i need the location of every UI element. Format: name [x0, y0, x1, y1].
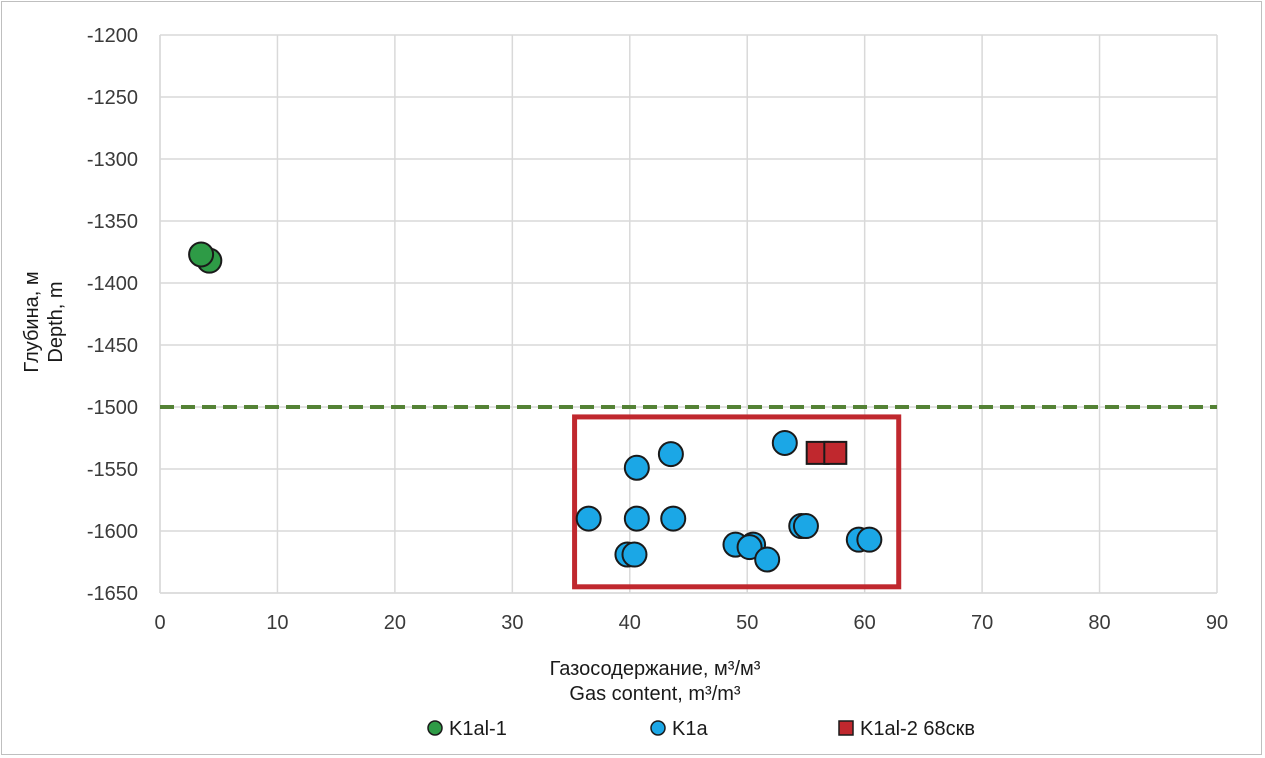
data-point: [660, 505, 687, 532]
y-tick-label: -1250: [87, 87, 138, 109]
data-points: [188, 241, 883, 573]
y-tick-label: -1300: [87, 149, 138, 171]
x-tick-label: 80: [1088, 612, 1110, 634]
data-point: [792, 513, 819, 540]
legend-marker: [838, 720, 854, 736]
x-tick-label: 60: [854, 612, 876, 634]
x-axis-title-en: Gas content, m³/m³: [569, 683, 740, 705]
x-tick-label: 10: [266, 612, 288, 634]
legend-label: K1al-2 68скв: [860, 718, 975, 740]
legend-label: K1al-1: [449, 718, 507, 740]
data-point: [823, 440, 848, 465]
y-axis-title-en: Depth, m: [45, 281, 67, 362]
x-tick-label: 20: [384, 612, 406, 634]
tick-labels: -1200 -1250 -1300 -1350 -1400 -1450 -1500 -1550…: [87, 25, 1228, 634]
y-tick-label: -1500: [87, 397, 138, 419]
data-point: [623, 454, 650, 481]
y-tick-label: -1650: [87, 583, 138, 605]
y-tick-label: -1350: [87, 211, 138, 233]
legend: K1al-1 K1a K1al-2 68скв: [427, 718, 975, 740]
data-point: [657, 441, 684, 468]
x-tick-label: 0: [154, 612, 165, 634]
highlight-box: [572, 414, 902, 590]
data-point: [623, 505, 650, 532]
y-tick-label: -1600: [87, 521, 138, 543]
x-tick-label: 30: [501, 612, 523, 634]
x-tick-label: 70: [971, 612, 993, 634]
data-point: [188, 241, 215, 268]
data-point: [575, 505, 602, 532]
data-point: [771, 429, 798, 456]
legend-label: K1a: [672, 718, 708, 740]
y-tick-label: -1450: [87, 335, 138, 357]
y-axis-title-ru: Глубина, м: [21, 271, 43, 372]
x-axis-title: Газосодержание, м³/м³ Gas content, m³/m³: [550, 658, 761, 705]
data-point: [754, 546, 781, 573]
y-axis-title: Глубина, м Depth, m: [21, 271, 67, 372]
y-tick-label: -1400: [87, 273, 138, 295]
series-1: [575, 429, 883, 573]
grid-lines: [159, 34, 1218, 594]
y-tick-label: -1550: [87, 459, 138, 481]
series-0: [188, 241, 223, 274]
data-point: [856, 526, 883, 553]
legend-marker: [427, 720, 443, 736]
legend-marker: [650, 720, 666, 736]
x-tick-label: 40: [619, 612, 641, 634]
data-point: [621, 541, 648, 568]
x-tick-label: 50: [736, 612, 758, 634]
series-2: [805, 440, 848, 465]
highlight-box-group: [572, 414, 902, 590]
y-tick-label: -1200: [87, 25, 138, 47]
data-point: [736, 534, 763, 561]
x-tick-label: 90: [1206, 612, 1228, 634]
x-axis-title-ru: Газосодержание, м³/м³: [550, 658, 761, 680]
